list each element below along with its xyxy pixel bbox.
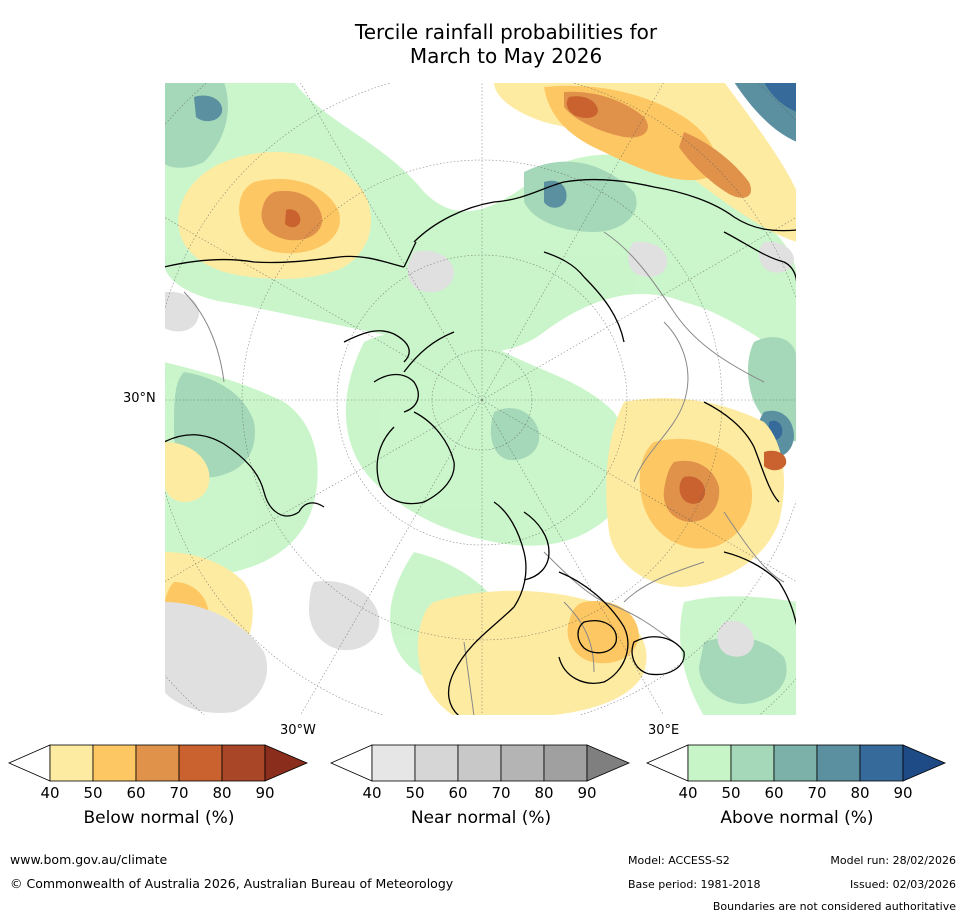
colorbar-tick-label: 50 bbox=[721, 784, 741, 802]
colorbar-tick-label: 70 bbox=[807, 784, 827, 802]
colorbar-bin bbox=[543, 744, 588, 782]
colorbar-bin bbox=[221, 744, 266, 782]
forecast-map bbox=[164, 82, 797, 716]
colorbar-bin bbox=[773, 744, 818, 782]
latitude-label: 30°N bbox=[123, 391, 156, 406]
colorbar-tick-label: 50 bbox=[405, 784, 425, 802]
colorbar-bin bbox=[859, 744, 904, 782]
colorbar-under-triangle bbox=[330, 744, 373, 782]
colorbar-over-triangle bbox=[902, 744, 947, 782]
issued-text: Issued: 02/03/2026 bbox=[849, 878, 956, 891]
above-normal-light-regions bbox=[164, 82, 797, 716]
colorbar-tick-label: 90 bbox=[577, 784, 597, 802]
colorbar-tick-label: 40 bbox=[362, 784, 382, 802]
colorbar-bin bbox=[92, 744, 137, 782]
longitude-label-west: 30°W bbox=[280, 723, 316, 738]
colorbar-tick-label: 60 bbox=[126, 784, 146, 802]
colorbar-bin bbox=[687, 744, 732, 782]
colorbar-tick-label: 60 bbox=[448, 784, 468, 802]
map-title: Tercile rainfall probabilities for March… bbox=[0, 20, 965, 68]
disclaimer-text: Boundaries are not considered authoritat… bbox=[712, 900, 956, 913]
title-line-1: Tercile rainfall probabilities for bbox=[354, 20, 658, 44]
website-link[interactable]: www.bom.gov.au/climate bbox=[10, 852, 168, 867]
near-normal-regions bbox=[164, 241, 794, 713]
colorbar-tick-label: 40 bbox=[678, 784, 698, 802]
colorbar-bin bbox=[49, 744, 94, 782]
colorbar-under-triangle bbox=[8, 744, 51, 782]
title-line-2: March to May 2026 bbox=[409, 44, 603, 68]
colorbar-tick-label: 80 bbox=[850, 784, 870, 802]
colorbar-over-triangle bbox=[264, 744, 309, 782]
colorbar-tick-label: 80 bbox=[534, 784, 554, 802]
longitude-label-east: 30°E bbox=[648, 723, 680, 738]
colorbar-bin bbox=[730, 744, 775, 782]
colorbar-bin bbox=[178, 744, 223, 782]
colorbar-bin bbox=[816, 744, 861, 782]
copyright-text: © Commonwealth of Australia 2026, Austra… bbox=[10, 876, 454, 891]
above-normal-colorbar bbox=[646, 744, 947, 782]
below-normal-darkest-regions bbox=[285, 96, 787, 504]
colorbar-over-triangle bbox=[586, 744, 631, 782]
colorbar-bin bbox=[135, 744, 180, 782]
colorbar-tick-label: 80 bbox=[212, 784, 232, 802]
below-normal-colorbar bbox=[8, 744, 309, 782]
colorbar-tick-label: 70 bbox=[169, 784, 189, 802]
above-normal-label: Above normal (%) bbox=[720, 808, 874, 828]
above-normal-mid-regions bbox=[164, 82, 797, 704]
graticule bbox=[164, 82, 797, 716]
below-normal-label: Below normal (%) bbox=[83, 808, 235, 828]
colorbar-tick-label: 50 bbox=[83, 784, 103, 802]
colorbar-bin bbox=[457, 744, 502, 782]
colorbar-bin bbox=[371, 744, 416, 782]
coastlines bbox=[164, 178, 797, 716]
colorbar-bin bbox=[414, 744, 459, 782]
colorbar-tick-label: 90 bbox=[255, 784, 275, 802]
colorbar-bin bbox=[500, 744, 545, 782]
base-period-text: Base period: 1981-2018 bbox=[628, 878, 761, 891]
model-run-text: Model run: 28/02/2026 bbox=[830, 854, 956, 867]
colorbar-tick-label: 90 bbox=[893, 784, 913, 802]
colorbar-tick-label: 70 bbox=[491, 784, 511, 802]
near-normal-colorbar bbox=[330, 744, 631, 782]
colorbar-tick-label: 40 bbox=[40, 784, 60, 802]
colorbar-tick-label: 60 bbox=[764, 784, 784, 802]
near-normal-label: Near normal (%) bbox=[410, 808, 552, 828]
colorbar-under-triangle bbox=[646, 744, 689, 782]
model-text: Model: ACCESS-S2 bbox=[628, 854, 730, 867]
